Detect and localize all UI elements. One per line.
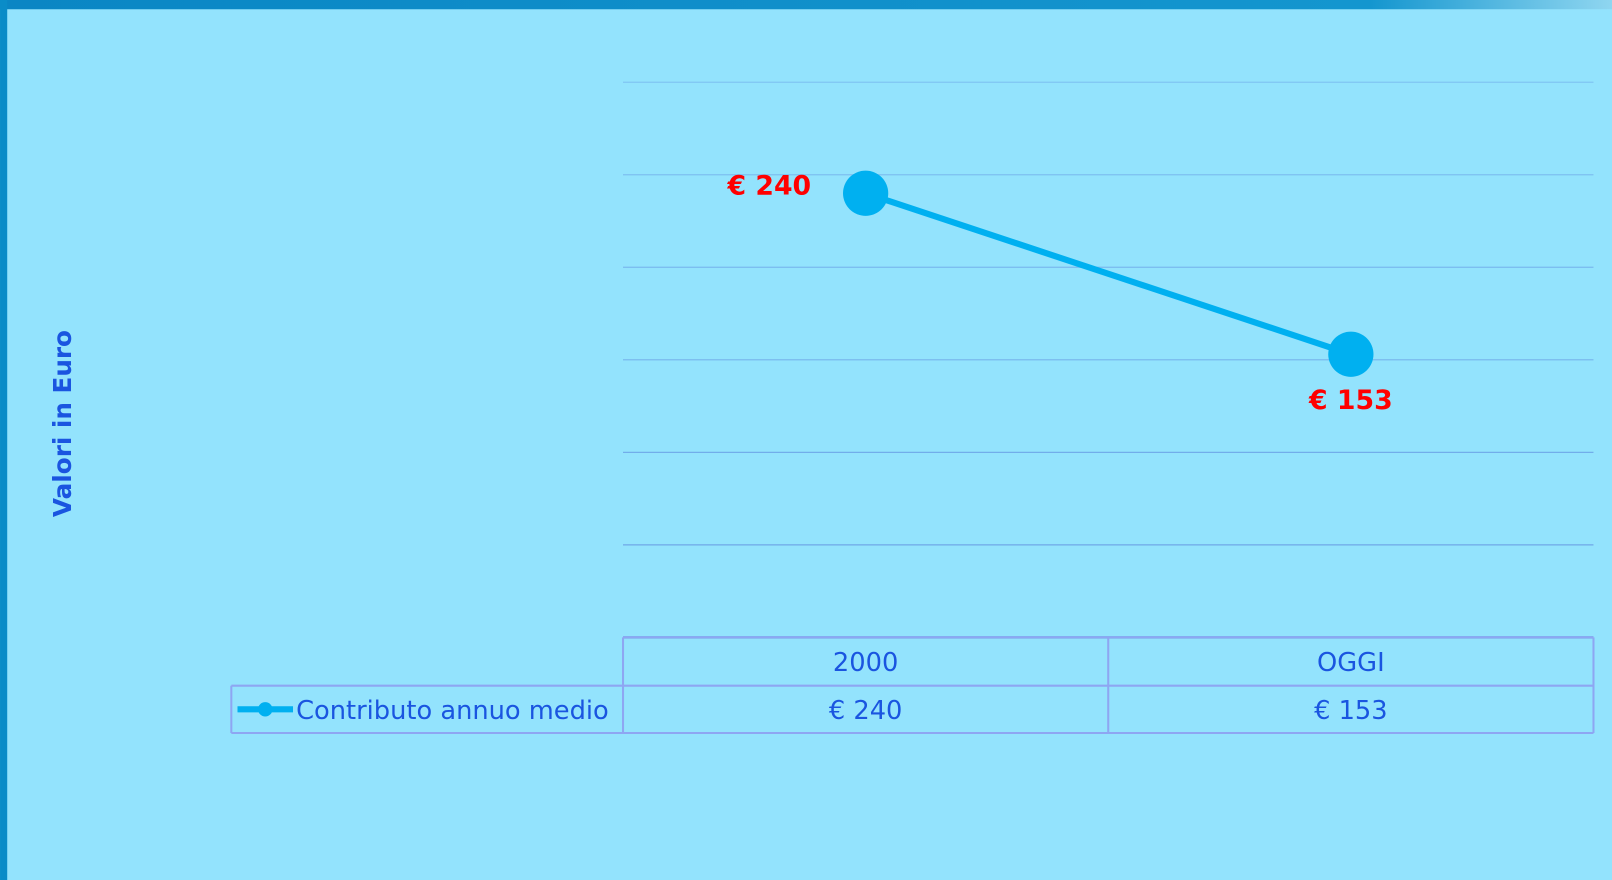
legend-label: Contributo annuo medio — [296, 696, 609, 726]
data-label: € 240 — [726, 171, 811, 202]
legend-marker — [258, 702, 273, 717]
series-line — [864, 190, 1352, 358]
data-point — [1328, 331, 1374, 377]
y-axis-label: Valori in Euro — [48, 330, 77, 517]
data-point — [843, 170, 889, 216]
x-tick-label: 2000 — [833, 648, 898, 678]
data-label: € 153 — [1308, 385, 1393, 416]
top-border — [0, 0, 1612, 10]
x-tick-label: OGGI — [1317, 648, 1385, 678]
table-value: € 240 — [829, 696, 903, 726]
table-value: € 153 — [1314, 696, 1388, 726]
left-border — [0, 0, 8, 880]
